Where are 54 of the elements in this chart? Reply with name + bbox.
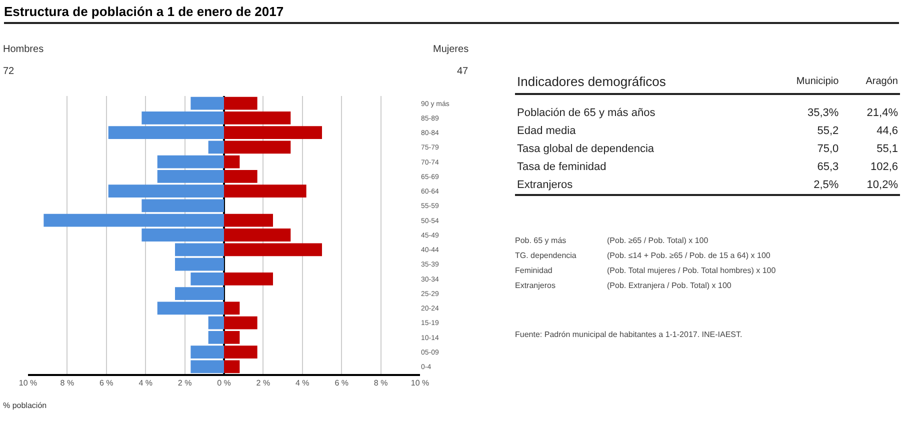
bar bbox=[224, 302, 240, 315]
text: Indicadores demográficos bbox=[515, 70, 766, 94]
category-label: Tasa de feminidad bbox=[516, 160, 608, 175]
text: Municipio bbox=[765, 70, 841, 94]
x-tick-label: 2 % bbox=[256, 378, 270, 388]
text: Mujeres bbox=[433, 44, 469, 55]
x-tick-label: 0 % bbox=[217, 378, 231, 388]
data-label: 55,2 bbox=[816, 124, 840, 139]
source-note: Fuente: Padrón municipal de habitantes a 1-1-2017. INE-IAEST. bbox=[515, 330, 744, 339]
data-label: 21,4% bbox=[866, 106, 899, 121]
text: Hombres bbox=[3, 44, 44, 55]
x-tick-label: 6 % bbox=[100, 378, 114, 388]
bar bbox=[224, 316, 258, 330]
text: (Pob. ≥65 / Pob. Total) x 100 bbox=[607, 236, 710, 245]
text: Pob. 65 y más bbox=[515, 236, 568, 245]
bar bbox=[175, 258, 224, 271]
x-axis-title: % población bbox=[3, 401, 47, 410]
data-label: 2,5% bbox=[765, 176, 841, 195]
data-label: 10,2% bbox=[840, 176, 900, 195]
x-tick-label: 8 % bbox=[60, 378, 74, 388]
data-label: 75,0 bbox=[816, 142, 840, 157]
category-label: Extranjeros bbox=[515, 176, 766, 195]
bar bbox=[208, 140, 224, 154]
category-label: Población de 65 y más años bbox=[516, 106, 656, 121]
bar bbox=[224, 360, 240, 374]
bar bbox=[208, 316, 224, 330]
text: Extranjeros bbox=[515, 281, 556, 290]
x-tick-label: 8 % bbox=[374, 378, 388, 388]
bar bbox=[224, 272, 273, 286]
category-label: Edad media bbox=[516, 124, 577, 139]
text: (Pob. Total mujeres / Pob. Total hombres) x 100 bbox=[607, 266, 777, 275]
x-tick-label: 4 % bbox=[138, 378, 152, 388]
bar bbox=[190, 360, 224, 374]
chart-title: Estructura de población a 1 de enero de 2017 bbox=[4, 4, 899, 24]
data-label: 35,3% bbox=[806, 106, 840, 121]
x-tick-label: 6 % bbox=[334, 378, 348, 388]
text: 47 bbox=[457, 66, 469, 77]
text: (Pob. Extranjera / Pob. Total) x 100 bbox=[607, 281, 732, 290]
bar bbox=[142, 199, 224, 212]
text: (Pob. ≤14 + Pob. ≥65 / Pob. de 15 a 64) x 100 bbox=[607, 251, 772, 260]
x-tick-label: 10 % bbox=[18, 378, 38, 388]
text: Aragón bbox=[840, 70, 900, 94]
data-label: 65,3 bbox=[816, 160, 840, 175]
x-tick-label: 2 % bbox=[178, 378, 192, 388]
data-label: 55,1 bbox=[876, 142, 899, 157]
data-label: 102,6 bbox=[869, 160, 899, 175]
text: TG. dependencia bbox=[515, 251, 578, 260]
text: Feminidad bbox=[515, 266, 554, 275]
x-tick-label: 4 % bbox=[296, 378, 310, 388]
data-label: 44,6 bbox=[876, 124, 899, 139]
category-label: Tasa global de dependencia bbox=[516, 142, 656, 157]
bar bbox=[224, 140, 291, 154]
x-tick-label: 10 % bbox=[410, 378, 430, 388]
text: 72 bbox=[3, 66, 15, 77]
